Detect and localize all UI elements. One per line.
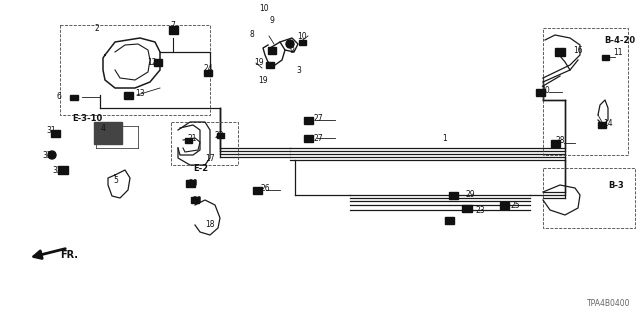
Text: E-2: E-2 xyxy=(193,164,209,172)
Text: 28: 28 xyxy=(556,135,564,145)
Bar xyxy=(58,166,68,174)
Text: 20: 20 xyxy=(188,179,198,188)
Text: 1: 1 xyxy=(443,133,447,142)
Text: 9: 9 xyxy=(269,15,275,25)
Text: B-4-20: B-4-20 xyxy=(604,36,636,44)
Text: 20: 20 xyxy=(192,196,202,204)
Bar xyxy=(184,138,191,142)
Text: 27: 27 xyxy=(313,133,323,142)
Text: 24: 24 xyxy=(203,63,213,73)
Text: 25: 25 xyxy=(510,201,520,210)
Bar xyxy=(298,39,305,44)
Text: E-3-10: E-3-10 xyxy=(72,114,102,123)
Bar xyxy=(303,116,312,124)
Text: 14: 14 xyxy=(603,118,613,127)
Bar xyxy=(598,122,606,128)
Text: 6: 6 xyxy=(56,92,61,100)
Bar xyxy=(168,26,177,34)
Text: 10: 10 xyxy=(297,31,307,41)
Bar xyxy=(449,191,458,198)
Text: B-3: B-3 xyxy=(608,180,624,189)
Text: 11: 11 xyxy=(613,47,623,57)
Circle shape xyxy=(286,40,294,48)
Text: 27: 27 xyxy=(313,114,323,123)
Text: 19: 19 xyxy=(254,58,264,67)
Text: 29: 29 xyxy=(465,189,475,198)
Text: 3: 3 xyxy=(296,66,301,75)
Text: 21: 21 xyxy=(188,133,196,142)
Bar xyxy=(204,70,212,76)
Bar xyxy=(602,54,609,60)
Bar xyxy=(266,62,274,68)
Text: 2: 2 xyxy=(95,23,99,33)
Bar xyxy=(253,187,262,194)
Text: 19: 19 xyxy=(258,76,268,84)
Bar xyxy=(543,168,635,228)
Text: 7: 7 xyxy=(171,20,175,29)
Text: 31: 31 xyxy=(46,125,56,134)
Bar xyxy=(268,46,276,53)
Bar xyxy=(171,122,238,165)
Bar xyxy=(543,28,628,155)
Text: 9: 9 xyxy=(289,45,294,54)
Text: 13: 13 xyxy=(135,89,145,98)
Bar xyxy=(216,132,223,138)
Text: 5: 5 xyxy=(113,175,118,185)
Bar xyxy=(94,122,122,144)
Bar xyxy=(70,94,78,100)
Text: 23: 23 xyxy=(475,205,485,214)
Text: 18: 18 xyxy=(205,220,215,228)
Text: 30: 30 xyxy=(540,85,550,94)
Text: 15: 15 xyxy=(443,218,453,227)
Bar xyxy=(191,197,199,203)
Text: FR.: FR. xyxy=(60,250,78,260)
Text: TPA4B0400: TPA4B0400 xyxy=(586,299,630,308)
Text: 32: 32 xyxy=(42,150,52,159)
Circle shape xyxy=(48,151,56,159)
Text: 8: 8 xyxy=(250,29,254,38)
Bar xyxy=(462,204,472,212)
Bar xyxy=(555,48,565,56)
Bar xyxy=(445,217,454,223)
Text: 12: 12 xyxy=(147,58,157,67)
Bar xyxy=(536,89,545,95)
Text: 4: 4 xyxy=(100,124,106,132)
Bar xyxy=(51,130,60,137)
Bar xyxy=(499,202,509,209)
Bar xyxy=(303,134,312,141)
Bar xyxy=(124,92,132,99)
Text: 26: 26 xyxy=(260,183,270,193)
Bar xyxy=(550,140,559,147)
Bar xyxy=(154,59,162,66)
Bar xyxy=(60,25,210,115)
Text: 10: 10 xyxy=(259,4,269,12)
Text: 17: 17 xyxy=(205,154,215,163)
Bar xyxy=(186,180,195,187)
Text: 32: 32 xyxy=(52,165,62,174)
Text: 16: 16 xyxy=(573,45,583,54)
Text: 22: 22 xyxy=(214,131,224,140)
